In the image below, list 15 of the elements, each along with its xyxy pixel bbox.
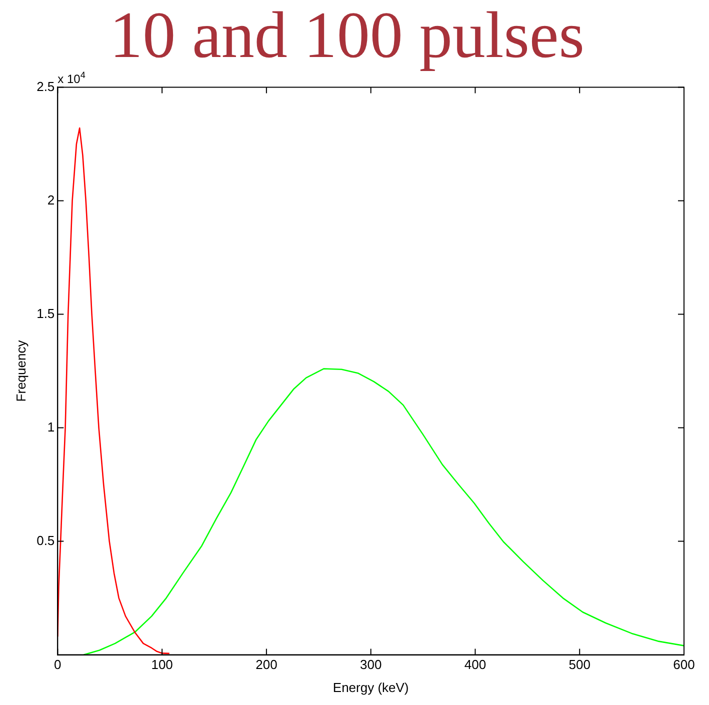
y-tick-label: 1 (47, 419, 55, 434)
x-tick-label: 400 (464, 657, 486, 672)
x-tick-label: 300 (360, 657, 382, 672)
y-axis-title: Frequency (13, 340, 28, 402)
chart-title: 10 and 100 pulses (110, 0, 584, 72)
x-axis-title: Energy (keV) (332, 680, 409, 695)
x-tick-label: 200 (256, 657, 278, 672)
x-tick-label: 0 (54, 657, 62, 672)
y-tick-label: 2 (47, 192, 55, 208)
y-tick-label: 1.5 (36, 306, 55, 321)
x-tick-label: 100 (151, 657, 173, 672)
y-tick-label: 2.5 (36, 78, 55, 94)
x-tick-label: 500 (568, 657, 590, 672)
y-tick-label: 0.5 (36, 532, 55, 548)
x-tick-label: 600 (673, 657, 695, 672)
